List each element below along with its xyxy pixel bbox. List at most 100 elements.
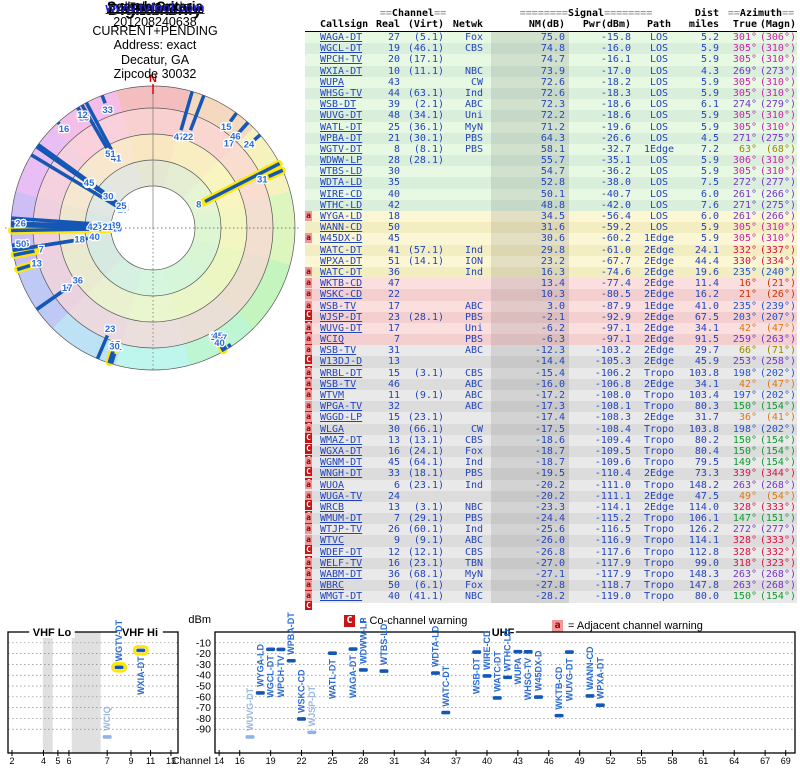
callsign-link[interactable]: WGNM-DT bbox=[320, 457, 363, 469]
callsign-link[interactable]: W13DJ-D bbox=[320, 356, 363, 368]
callsign-link[interactable]: WDWW-LP bbox=[320, 155, 363, 167]
band-power-chart: -10-20-30-40-50-60-70-80-90 dBm Channel VHF… bbox=[7, 612, 796, 767]
station-marker-label: WDTA-LD bbox=[430, 625, 440, 667]
callsign-link[interactable]: WRCB bbox=[320, 501, 345, 513]
magnetic-azimuth-cell: (71°) bbox=[765, 345, 796, 357]
adjacent-warning-badge: a bbox=[305, 513, 312, 523]
callsign-link[interactable]: WBRC bbox=[320, 580, 345, 592]
callsign-link[interactable]: WUOA bbox=[320, 479, 345, 491]
radar-channel-label: 27 bbox=[118, 205, 129, 216]
search-address: Address: exact bbox=[113, 38, 197, 52]
magnetic-azimuth-cell: (310°) bbox=[759, 155, 796, 167]
callsign-link[interactable]: WXIA-DT bbox=[320, 65, 363, 77]
callsign-link[interactable]: WGGD-LP bbox=[320, 412, 363, 424]
callsign-link[interactable]: WMUM-DT bbox=[320, 513, 363, 525]
power-cell: -110.4 bbox=[594, 468, 631, 480]
station-marker-label: WTHC-LD bbox=[503, 629, 513, 671]
virtual-channel-cell bbox=[404, 233, 450, 244]
power-cell: -108.1 bbox=[594, 401, 631, 413]
callsign-link[interactable]: WUVG-DT bbox=[320, 322, 363, 334]
callsign-link[interactable]: WTJP-TV bbox=[320, 524, 363, 536]
callsign-link[interactable]: WATC-DT bbox=[320, 244, 363, 256]
callsign-link[interactable]: WMGT-DT bbox=[320, 591, 363, 603]
callsign-link[interactable]: WPXA-DT bbox=[320, 255, 363, 267]
callsign-link[interactable]: WIRE-CD bbox=[320, 188, 363, 200]
callsign-link[interactable]: WSB-TV bbox=[320, 378, 357, 390]
callsign-link[interactable]: WRBL-DT bbox=[320, 367, 363, 379]
true-azimuth-cell: 203° bbox=[732, 311, 757, 323]
callsign-link[interactable]: WDTA-LD bbox=[320, 177, 363, 189]
magnetic-azimuth-cell: (154°) bbox=[759, 434, 796, 446]
true-azimuth-cell: 305° bbox=[732, 54, 757, 66]
callsign-link[interactable]: WTHC-LD bbox=[320, 199, 363, 211]
station-marker bbox=[585, 694, 595, 698]
true-azimuth-cell: 42° bbox=[738, 378, 757, 390]
callsign-link[interactable]: WUGA-TV bbox=[320, 490, 363, 502]
callsign-link[interactable]: WTVC bbox=[320, 535, 345, 547]
callsign-link[interactable]: WABM-DT bbox=[320, 569, 363, 580]
callsign-link[interactable]: WATL-DT bbox=[320, 121, 363, 133]
callsign-link[interactable]: WHSG-TV bbox=[320, 87, 363, 99]
callsign-link[interactable]: WSB-DT bbox=[320, 99, 357, 111]
network-cell: TBN bbox=[464, 557, 483, 569]
callsign-link[interactable]: WPGA-TV bbox=[320, 401, 363, 413]
callsign-link[interactable]: WATC-DT bbox=[320, 266, 363, 278]
true-azimuth-cell: 318° bbox=[732, 557, 757, 569]
radar-channel-label: 40 bbox=[89, 232, 100, 243]
true-azimuth-cell: 49° bbox=[738, 490, 757, 502]
callsign-link[interactable]: WUPA bbox=[320, 76, 345, 88]
tvfool-link[interactable]: www.tvfool.com bbox=[105, 0, 205, 15]
table-row: aCWCIQ 7 PBS -6.3 -97.1 2Edge 91.5 259°(263°) bbox=[305, 334, 797, 354]
callsign-link[interactable]: WTVM bbox=[320, 390, 345, 401]
radar-channel-label: 16 bbox=[211, 332, 222, 343]
callsign-link[interactable]: WGTV-DT bbox=[320, 143, 363, 155]
real-channel-cell: 13 bbox=[387, 356, 400, 368]
network-cell: PBS bbox=[464, 311, 483, 323]
callsign-link[interactable]: WGCL-DT bbox=[320, 43, 363, 55]
table-row: aCWGCL-DT 19 (46.1) CBS 74.8 -16.0 LOS 5.9 305°(… bbox=[305, 43, 797, 55]
real-channel-cell: 16 bbox=[387, 557, 400, 569]
callsign-link[interactable]: WSB-TV bbox=[320, 300, 357, 312]
callsign-link[interactable]: WTBS-LD bbox=[320, 166, 363, 178]
distance-cell: 5.2 bbox=[700, 32, 719, 43]
callsign-link[interactable]: WYGA-LD bbox=[320, 211, 363, 222]
callsign-link[interactable]: WKTB-CD bbox=[320, 278, 363, 290]
signal-bar bbox=[188, 94, 206, 131]
callsign-cell: WGTV-DT bbox=[320, 144, 376, 155]
uhf-channel-tick: 61 bbox=[698, 756, 708, 766]
real-channel-cell: 24 bbox=[387, 490, 400, 502]
vhf-lo-label: VHF Lo bbox=[33, 627, 72, 639]
callsign-link[interactable]: WSKC-CD bbox=[320, 289, 363, 301]
callsign-link[interactable]: WAGA-DT bbox=[320, 32, 363, 43]
virtual-channel-cell: (17.1) bbox=[407, 54, 444, 66]
callsign-link[interactable]: WGXA-DT bbox=[320, 445, 363, 457]
callsign-link[interactable]: WDEF-DT bbox=[320, 546, 363, 558]
distance-cell: 6.1 bbox=[700, 99, 719, 111]
true-azimuth-cell: 272° bbox=[732, 524, 757, 536]
callsign-link[interactable]: WSB-TV bbox=[320, 345, 357, 357]
table-row: aCW45DX-D 45 30.6 -60.2 1Edge 5.9 305°(310°) bbox=[305, 233, 797, 245]
magnetic-azimuth-cell: (240°) bbox=[759, 266, 796, 278]
virtual-channel-cell: (23.1) bbox=[407, 412, 444, 424]
radar-channel-label: 40 bbox=[214, 338, 225, 349]
callsign-link[interactable]: WELF-TV bbox=[320, 557, 363, 569]
callsign-link[interactable]: WANN-CD bbox=[320, 222, 363, 234]
callsign-link[interactable]: WPCH-TV bbox=[320, 54, 363, 66]
callsign-link[interactable]: WNGH-DT bbox=[320, 468, 363, 480]
table-row: aCWPBA-DT 21 (30.1) PBS 64.3 -26.6 LOS 4.5 271°(… bbox=[305, 132, 797, 144]
power-cell: -67.7 bbox=[600, 255, 631, 267]
uhf-channel-tick: 34 bbox=[420, 756, 430, 766]
table-row: aCWANN-CD 50 31.6 -59.2 LOS 5.9 305°(310°) bbox=[305, 222, 797, 234]
callsign-link[interactable]: WPBA-DT bbox=[320, 132, 363, 144]
magnetic-azimuth-cell: (151°) bbox=[759, 513, 796, 525]
callsign-link[interactable]: WLGA bbox=[320, 423, 345, 435]
callsign-link[interactable]: WJSP-DT bbox=[320, 311, 363, 323]
magnetic-azimuth-cell: (310°) bbox=[759, 110, 796, 122]
callsign-link[interactable]: W45DX-D bbox=[320, 233, 363, 245]
callsign-link[interactable]: WUVG-DT bbox=[320, 110, 363, 122]
real-channel-cell: 13 bbox=[387, 501, 400, 513]
callsign-link[interactable]: WMAZ-DT bbox=[320, 434, 363, 446]
callsign-link[interactable]: WCIQ bbox=[320, 334, 345, 346]
virtual-channel-cell: (57.1) bbox=[407, 244, 444, 256]
